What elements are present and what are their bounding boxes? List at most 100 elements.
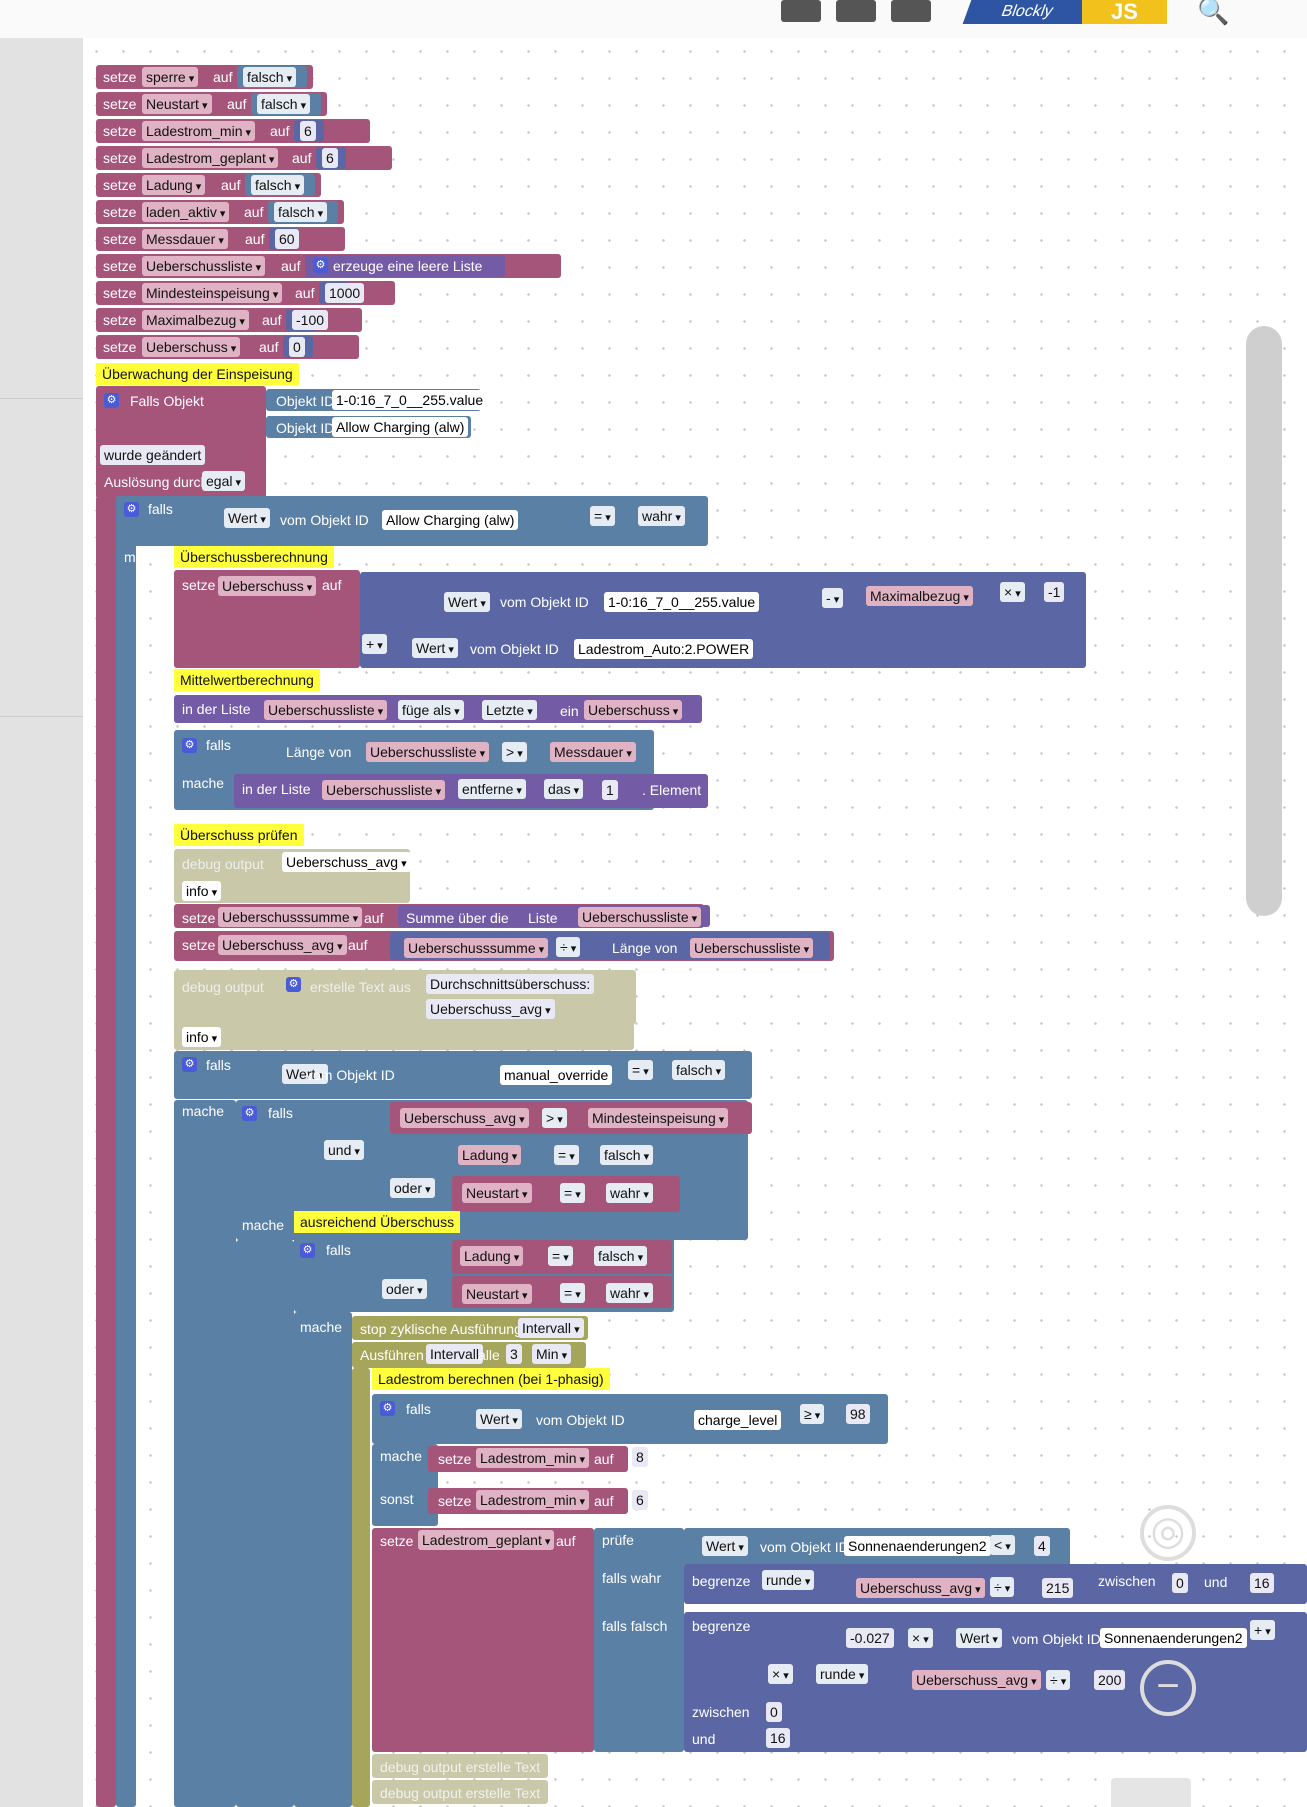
- boolean-dropdown[interactable]: falsch ▾: [600, 1145, 654, 1165]
- trash-icon[interactable]: [1111, 1778, 1191, 1807]
- variable-dropdown[interactable]: Ueberschuss ▾: [584, 700, 683, 720]
- object-id-field[interactable]: Ladestrom_Auto:2.POWER: [574, 639, 754, 659]
- variable-dropdown[interactable]: Ladung ▾: [460, 1246, 524, 1266]
- operator-dropdown[interactable]: > ▾: [542, 1108, 567, 1128]
- changed-field[interactable]: wurde geändert: [100, 445, 206, 465]
- variable-dropdown[interactable]: Ueberschussliste ▾: [322, 780, 446, 800]
- log-level-dropdown[interactable]: info ▾: [182, 881, 222, 901]
- insert-mode-dropdown[interactable]: füge als ▾: [398, 700, 464, 720]
- variable-dropdown[interactable]: Ueberschussliste ▾: [366, 742, 490, 762]
- import-icon[interactable]: [836, 0, 876, 22]
- interval-dropdown[interactable]: Intervall ▾: [518, 1318, 584, 1338]
- number-field[interactable]: 0: [1172, 1573, 1188, 1593]
- boolean-dropdown[interactable]: falsch ▾: [257, 94, 311, 114]
- gear-icon[interactable]: ⚙: [182, 738, 197, 753]
- value-dropdown[interactable]: Wert ▾: [956, 1628, 1002, 1648]
- variable-dropdown[interactable]: Neustart ▾: [462, 1284, 532, 1304]
- operator-dropdown[interactable]: = ▾: [548, 1246, 573, 1266]
- variable-dropdown[interactable]: Ueberschusssumme ▾: [218, 907, 363, 927]
- variable-dropdown[interactable]: Ueberschuss ▾: [218, 576, 317, 596]
- boolean-dropdown[interactable]: wahr ▾: [606, 1183, 653, 1203]
- boolean-dropdown[interactable]: wahr ▾: [638, 506, 685, 526]
- operator-dropdown[interactable]: = ▾: [590, 506, 615, 526]
- remove-mode-dropdown[interactable]: entferne ▾: [458, 779, 526, 799]
- operator-dropdown[interactable]: × ▾: [1000, 582, 1025, 602]
- comment-current-calc[interactable]: Ladestrom berechnen (bei 1-phasig): [372, 1368, 610, 1390]
- operator-dropdown[interactable]: = ▾: [554, 1145, 579, 1165]
- variable-dropdown[interactable]: Messdauer ▾: [550, 742, 636, 762]
- operator-dropdown[interactable]: × ▾: [908, 1628, 933, 1648]
- number-field[interactable]: 3: [506, 1344, 522, 1364]
- operator-dropdown[interactable]: × ▾: [768, 1664, 793, 1684]
- variable-dropdown[interactable]: Neustart ▾: [462, 1183, 532, 1203]
- number-field[interactable]: -0.027: [846, 1628, 894, 1648]
- round-dropdown[interactable]: runde ▾: [762, 1570, 815, 1590]
- variable-dropdown[interactable]: Maximalbezug ▾: [142, 310, 249, 330]
- or-dropdown[interactable]: oder ▾: [390, 1178, 435, 1198]
- variable-dropdown[interactable]: Ladestrom_min ▾: [476, 1490, 590, 1510]
- variable-dropdown[interactable]: Ueberschuss_avg ▾: [912, 1670, 1041, 1690]
- value-block[interactable]: [305, 255, 505, 277]
- object-id-field[interactable]: Sonnenaenderungen2: [844, 1536, 991, 1556]
- number-field[interactable]: 200: [1094, 1670, 1126, 1690]
- boolean-dropdown[interactable]: falsch ▾: [243, 67, 297, 87]
- value-dropdown[interactable]: Wert ▾: [476, 1409, 522, 1429]
- operator-dropdown[interactable]: ÷ ▾: [1046, 1670, 1071, 1690]
- variable-dropdown[interactable]: Ueberschussliste ▾: [690, 938, 814, 958]
- number-field[interactable]: 1000: [325, 283, 365, 303]
- gear-icon[interactable]: ⚙: [380, 1401, 395, 1416]
- comment-average[interactable]: Mittelwertberechnung: [174, 669, 320, 691]
- gear-icon[interactable]: ⚙: [286, 977, 301, 992]
- operator-dropdown[interactable]: + ▾: [362, 634, 387, 654]
- round-dropdown[interactable]: runde ▾: [816, 1664, 869, 1684]
- gear-icon[interactable]: ⚙: [104, 393, 119, 408]
- number-field[interactable]: 8: [632, 1447, 648, 1467]
- number-field[interactable]: 0: [289, 337, 305, 357]
- variable-dropdown[interactable]: Ladestrom_geplant ▾: [418, 1530, 555, 1550]
- operator-dropdown[interactable]: = ▾: [560, 1283, 585, 1303]
- operator-dropdown[interactable]: ÷ ▾: [556, 937, 581, 957]
- operator-dropdown[interactable]: ≥ ▾: [800, 1404, 825, 1424]
- number-field[interactable]: 16: [1250, 1573, 1274, 1593]
- number-field[interactable]: -1: [1044, 582, 1065, 602]
- object-id-field[interactable]: Sonnenaenderungen2: [1100, 1628, 1247, 1648]
- operator-dropdown[interactable]: > ▾: [502, 742, 527, 762]
- variable-dropdown[interactable]: Mindesteinspeisung ▾: [142, 283, 283, 303]
- or-dropdown[interactable]: oder ▾: [382, 1279, 427, 1299]
- export-icon[interactable]: [781, 0, 821, 22]
- value-dropdown[interactable]: Wert ▾: [702, 1536, 748, 1556]
- variable-dropdown[interactable]: Ladung ▾: [142, 175, 206, 195]
- index-mode-dropdown[interactable]: das ▾: [544, 779, 584, 799]
- object-id-field[interactable]: Allow Charging (alw): [332, 417, 469, 437]
- variable-dropdown[interactable]: laden_aktiv ▾: [142, 202, 230, 222]
- variable-dropdown[interactable]: Ueberschussliste ▾: [578, 907, 702, 927]
- value-dropdown[interactable]: Wert ▾: [444, 592, 490, 612]
- number-field[interactable]: 16: [766, 1728, 790, 1748]
- comment-enough-surplus[interactable]: ausreichend Überschuss: [294, 1211, 461, 1233]
- operator-dropdown[interactable]: < ▾: [990, 1535, 1015, 1555]
- trigger-type-dropdown[interactable]: egal ▾: [202, 471, 246, 491]
- object-id-field[interactable]: Allow Charging (alw): [382, 510, 519, 530]
- position-dropdown[interactable]: Letzte ▾: [482, 700, 537, 720]
- gear-icon[interactable]: ⚙: [182, 1057, 197, 1072]
- comment-monitoring[interactable]: Überwachung der Einspeisung: [96, 363, 299, 385]
- variable-dropdown[interactable]: Ueberschuss_avg ▾: [426, 999, 555, 1019]
- number-field[interactable]: 6: [322, 148, 338, 168]
- number-field[interactable]: 215: [1042, 1578, 1074, 1598]
- boolean-dropdown[interactable]: falsch ▾: [594, 1246, 648, 1266]
- variable-dropdown[interactable]: Messdauer ▾: [142, 229, 228, 249]
- variable-dropdown[interactable]: Ueberschuss_avg ▾: [218, 935, 347, 955]
- ternary-block[interactable]: [594, 1528, 684, 1752]
- number-field[interactable]: 0: [766, 1702, 782, 1722]
- variable-dropdown[interactable]: Ueberschuss_avg ▾: [400, 1108, 529, 1128]
- text-field[interactable]: Durchschnittsüberschuss:: [426, 974, 595, 994]
- variable-dropdown[interactable]: Ladestrom_min ▾: [476, 1448, 590, 1468]
- flag-icon[interactable]: [891, 0, 931, 22]
- gear-icon[interactable]: ⚙: [300, 1243, 315, 1258]
- value-dropdown[interactable]: Wert ▾: [412, 638, 458, 658]
- value-dropdown[interactable]: Wert ▾: [282, 1064, 328, 1084]
- operator-dropdown[interactable]: ÷ ▾: [990, 1577, 1015, 1597]
- number-field[interactable]: 4: [1034, 1536, 1050, 1556]
- variable-dropdown[interactable]: Ladestrom_geplant ▾: [142, 148, 279, 168]
- number-field[interactable]: 1: [602, 780, 618, 800]
